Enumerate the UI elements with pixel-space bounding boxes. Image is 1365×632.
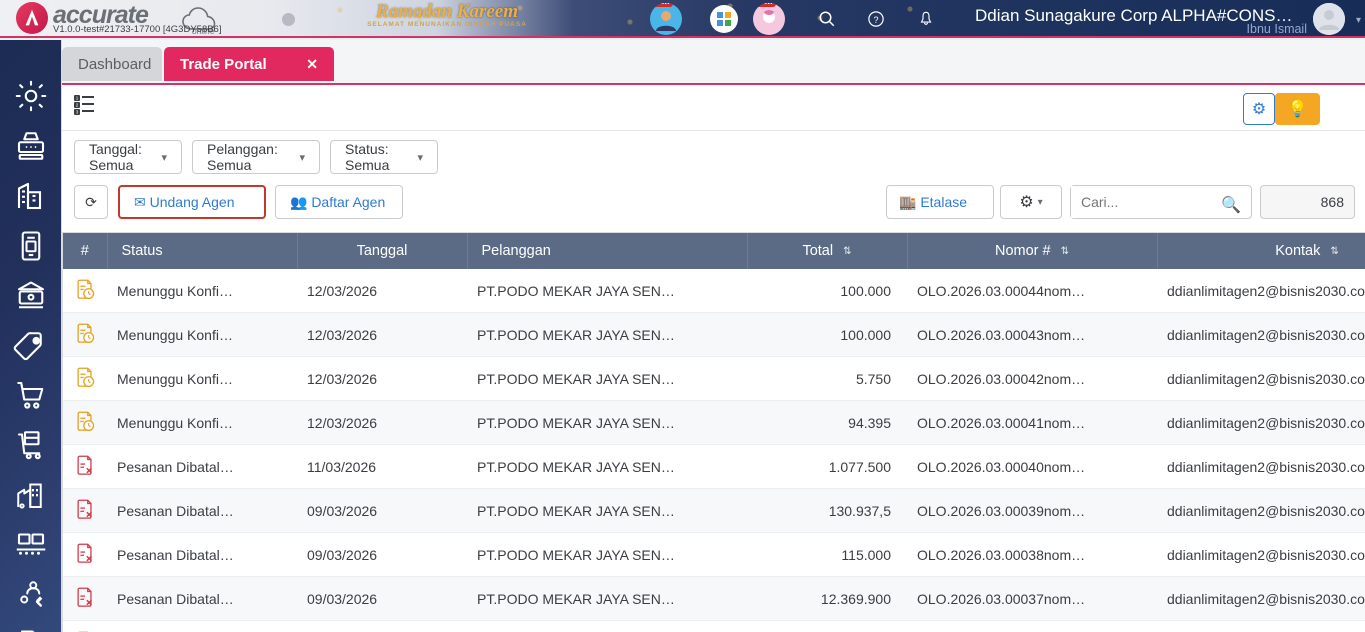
svg-text:Rp: Rp [34,338,40,343]
svg-text:?: ? [873,15,878,25]
